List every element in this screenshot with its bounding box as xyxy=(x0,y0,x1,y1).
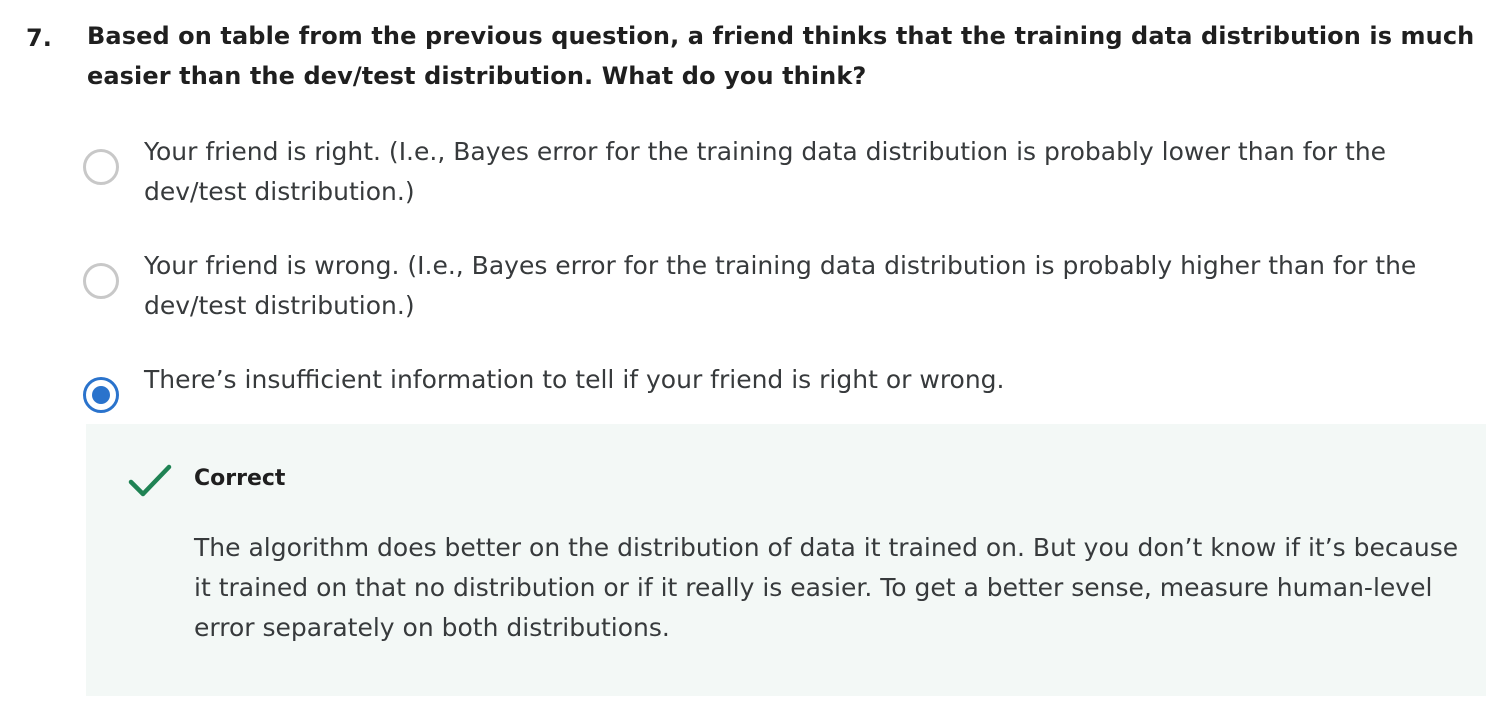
answer-option-label: Your friend is wrong. (I.e., Bayes error… xyxy=(144,251,1417,320)
question-number: 7. xyxy=(26,24,52,52)
feedback-panel: Correct The algorithm does better on the… xyxy=(86,424,1486,696)
feedback-explanation: The algorithm does better on the distrib… xyxy=(194,533,1459,642)
checkmark-icon xyxy=(128,464,172,497)
answer-option-label: Your friend is right. (I.e., Bayes error… xyxy=(144,137,1387,206)
feedback-status: Correct xyxy=(194,466,286,491)
radio-button-2[interactable] xyxy=(83,263,119,299)
radio-button-3-selected[interactable] xyxy=(83,377,119,413)
answer-option-label: There’s insufficient information to tell… xyxy=(144,365,1005,394)
radio-button-1[interactable] xyxy=(83,149,119,185)
question-text: Based on table from the previous questio… xyxy=(87,22,1475,90)
